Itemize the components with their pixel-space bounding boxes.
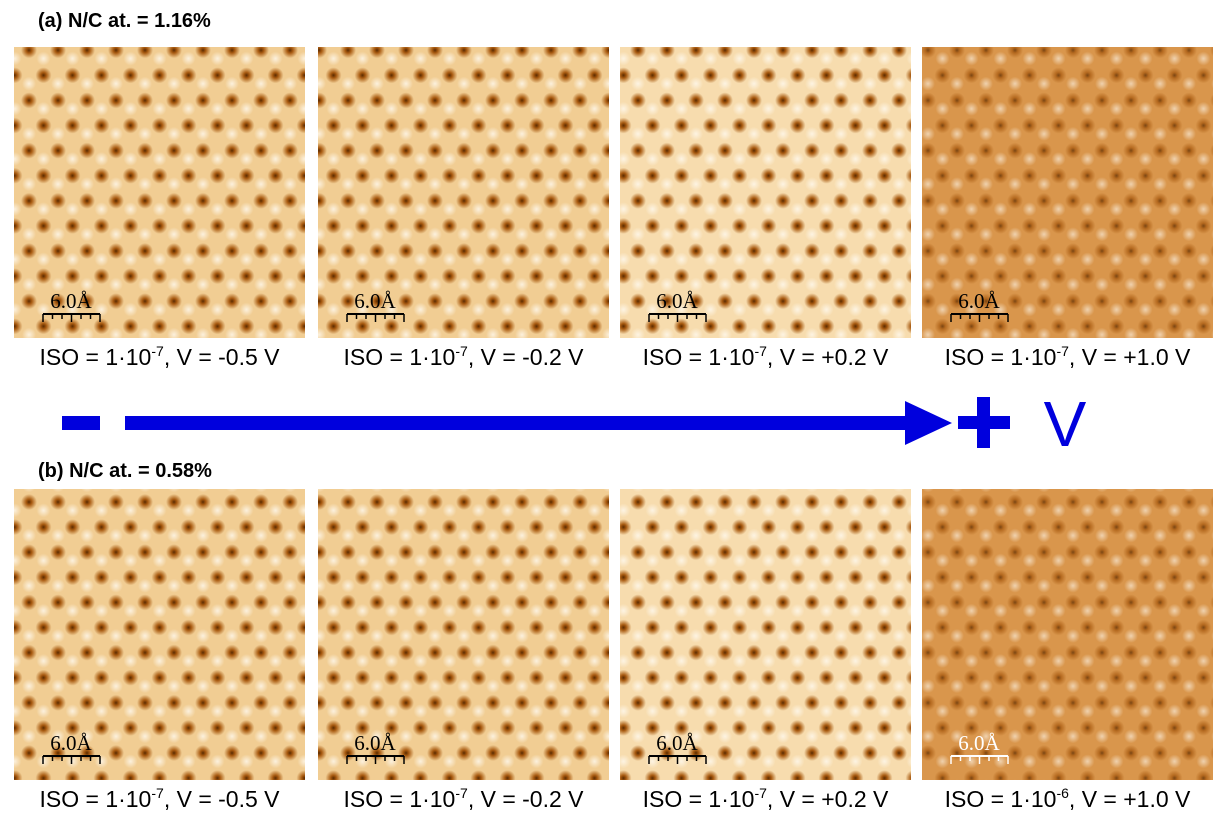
caption: ISO = 1·10-7, V = -0.5 V bbox=[39, 343, 280, 370]
scale-label: 6.0Å bbox=[354, 289, 396, 313]
caption-suffix: , V = +1.0 V bbox=[1069, 344, 1191, 370]
caption-exponent: -7 bbox=[1056, 343, 1069, 359]
caption-suffix: , V = +0.2 V bbox=[767, 344, 889, 370]
plus-v bbox=[977, 397, 990, 448]
caption-prefix: ISO = 1·10 bbox=[39, 344, 151, 370]
stm-image: 6.0Å bbox=[14, 489, 305, 780]
voltage-arrow: V - + bbox=[62, 388, 1087, 460]
scale-label: 6.0Å bbox=[656, 289, 698, 313]
minus-label: - bbox=[81, 399, 82, 401]
caption-exponent: -7 bbox=[754, 785, 767, 801]
caption-suffix: , V = -0.5 V bbox=[164, 786, 280, 812]
caption: ISO = 1·10-7, V = -0.2 V bbox=[343, 785, 584, 812]
arrow-shaft bbox=[125, 416, 915, 430]
caption-prefix: ISO = 1·10 bbox=[643, 786, 755, 812]
caption-suffix: , V = +0.2 V bbox=[767, 786, 889, 812]
axis-label: V bbox=[1044, 388, 1087, 460]
figure: V - + (a) N/C at. = 1.16%6.0ÅISO = 1·10-… bbox=[0, 0, 1228, 817]
scale-label: 6.0Å bbox=[656, 731, 698, 755]
scale-label: 6.0Å bbox=[958, 731, 1000, 755]
caption: ISO = 1·10-6, V = +1.0 V bbox=[945, 785, 1191, 812]
caption-exponent: -7 bbox=[151, 785, 164, 801]
arrow-head bbox=[905, 401, 952, 445]
caption-prefix: ISO = 1·10 bbox=[643, 344, 755, 370]
caption-prefix: ISO = 1·10 bbox=[945, 344, 1057, 370]
caption-prefix: ISO = 1·10 bbox=[343, 344, 455, 370]
caption-exponent: -6 bbox=[1056, 785, 1069, 801]
caption: ISO = 1·10-7, V = +0.2 V bbox=[643, 785, 889, 812]
caption: ISO = 1·10-7, V = +1.0 V bbox=[945, 343, 1191, 370]
caption-exponent: -7 bbox=[455, 343, 468, 359]
caption-prefix: ISO = 1·10 bbox=[39, 786, 151, 812]
scale-label: 6.0Å bbox=[50, 731, 92, 755]
caption-prefix: ISO = 1·10 bbox=[343, 786, 455, 812]
stm-image: 6.0Å bbox=[318, 489, 609, 780]
caption-exponent: -7 bbox=[455, 785, 468, 801]
caption-prefix: ISO = 1·10 bbox=[945, 786, 1057, 812]
panel-title: (a) N/C at. = 1.16% bbox=[38, 10, 211, 32]
caption-suffix: , V = -0.2 V bbox=[468, 786, 584, 812]
scale-label: 6.0Å bbox=[958, 289, 1000, 313]
caption: ISO = 1·10-7, V = -0.5 V bbox=[39, 785, 280, 812]
stm-image: 6.0Å bbox=[620, 489, 911, 780]
caption-suffix: , V = -0.5 V bbox=[164, 344, 280, 370]
stm-image: 6.0Å bbox=[14, 47, 305, 338]
panel-title: (b) N/C at. = 0.58% bbox=[38, 460, 212, 482]
stm-image: 6.0Å bbox=[318, 47, 609, 338]
caption-suffix: , V = +1.0 V bbox=[1069, 786, 1191, 812]
caption-exponent: -7 bbox=[151, 343, 164, 359]
caption: ISO = 1·10-7, V = -0.2 V bbox=[343, 343, 584, 370]
stm-image: 6.0Å bbox=[922, 47, 1213, 338]
caption-exponent: -7 bbox=[754, 343, 767, 359]
minus-bar bbox=[62, 416, 100, 430]
scale-label: 6.0Å bbox=[50, 289, 92, 313]
scale-label: 6.0Å bbox=[354, 731, 396, 755]
caption-suffix: , V = -0.2 V bbox=[468, 344, 584, 370]
caption: ISO = 1·10-7, V = +0.2 V bbox=[643, 343, 889, 370]
stm-image: 6.0Å bbox=[620, 47, 911, 338]
stm-image: 6.0Å bbox=[922, 489, 1213, 780]
